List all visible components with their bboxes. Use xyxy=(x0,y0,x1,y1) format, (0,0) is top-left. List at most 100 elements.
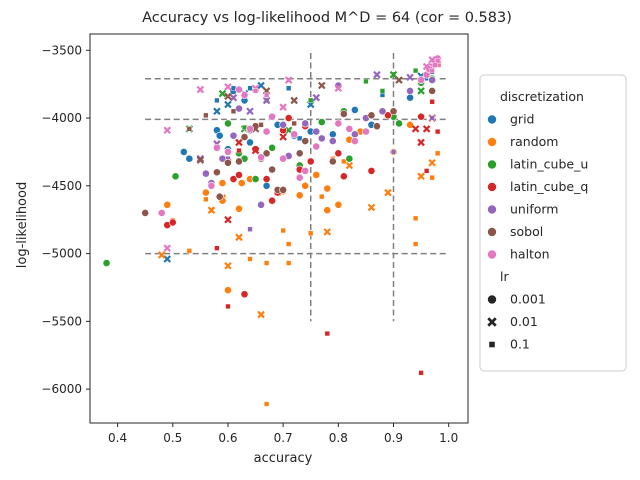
data-point xyxy=(345,124,354,133)
data-point xyxy=(319,194,325,200)
data-point xyxy=(339,110,348,118)
data-point xyxy=(171,172,180,181)
data-point xyxy=(422,62,431,71)
data-point xyxy=(224,148,232,156)
legend-box xyxy=(479,74,627,372)
data-point xyxy=(224,83,232,91)
data-point xyxy=(263,260,270,266)
data-point xyxy=(240,91,249,99)
data-point xyxy=(235,171,243,179)
data-point xyxy=(406,93,414,102)
data-point xyxy=(163,126,172,135)
data-point xyxy=(235,85,243,94)
data-point xyxy=(203,112,209,118)
data-point xyxy=(350,130,359,139)
legend-marker xyxy=(487,227,497,237)
data-point xyxy=(247,226,253,232)
data-point xyxy=(367,166,376,175)
data-point xyxy=(185,154,194,163)
data-point xyxy=(297,135,303,141)
data-point xyxy=(384,111,392,120)
data-point xyxy=(373,122,381,131)
data-point xyxy=(157,251,166,259)
data-point xyxy=(291,120,297,127)
y-tick-label: −4000 xyxy=(41,111,82,125)
data-point xyxy=(317,134,326,143)
data-point xyxy=(290,130,299,139)
data-point xyxy=(306,157,315,166)
data-point xyxy=(179,148,188,156)
x-tick-label: 1.0 xyxy=(439,431,458,445)
data-point xyxy=(323,228,332,236)
legend-marker xyxy=(487,114,497,125)
data-point xyxy=(334,149,343,158)
data-point xyxy=(257,153,265,162)
data-point xyxy=(301,137,310,145)
data-point xyxy=(196,156,205,164)
x-axis: 0.4 0.5 0.6 0.7 0.8 0.9 1.0 xyxy=(108,423,458,445)
data-point xyxy=(207,181,216,190)
data-point xyxy=(328,130,337,139)
data-point xyxy=(201,169,210,178)
data-point xyxy=(350,137,359,145)
y-axis: −6000 −5500 −5000 −4500 −4000 −3500 xyxy=(41,43,90,396)
data-point xyxy=(284,126,293,135)
data-point xyxy=(186,248,192,254)
data-point xyxy=(225,303,231,310)
data-point xyxy=(203,196,209,202)
data-point xyxy=(429,67,435,74)
data-point xyxy=(168,218,177,227)
data-point xyxy=(163,244,172,252)
data-point xyxy=(418,370,424,376)
data-point xyxy=(432,62,438,68)
legend-entry: 0.01 xyxy=(510,314,538,329)
data-point xyxy=(424,168,430,174)
data-point xyxy=(323,184,332,193)
data-point xyxy=(237,179,246,187)
data-point xyxy=(102,259,111,267)
data-point xyxy=(224,158,232,167)
data-point xyxy=(268,196,277,205)
data-point xyxy=(406,73,414,82)
data-point xyxy=(435,150,441,156)
data-point xyxy=(224,119,232,128)
data-point xyxy=(235,138,243,147)
data-point xyxy=(411,125,420,133)
data-point xyxy=(428,87,437,95)
legend-entry: sobol xyxy=(510,224,543,239)
data-point xyxy=(317,118,326,127)
data-point xyxy=(286,260,292,266)
data-point xyxy=(323,206,332,215)
data-point xyxy=(339,172,348,181)
x-tick-label: 0.7 xyxy=(274,431,293,445)
data-point xyxy=(218,89,227,98)
data-point xyxy=(379,88,386,94)
legend-marker xyxy=(487,159,497,170)
y-tick-label: −3500 xyxy=(41,43,82,57)
data-point xyxy=(290,96,298,105)
data-point xyxy=(295,191,304,200)
data-point xyxy=(363,78,369,85)
data-point xyxy=(301,181,310,190)
legend-entry: random xyxy=(510,134,558,149)
data-point xyxy=(235,104,243,113)
legend-marker xyxy=(487,204,497,215)
data-point xyxy=(417,87,425,95)
data-point xyxy=(284,114,293,122)
data-point xyxy=(251,146,260,155)
data-point xyxy=(246,138,254,147)
data-point xyxy=(435,58,441,64)
data-point xyxy=(280,227,286,234)
data-point xyxy=(378,107,387,116)
data-point xyxy=(301,166,310,175)
plot-frame xyxy=(89,33,469,424)
data-point xyxy=(367,111,376,120)
y-tick-label: −6000 xyxy=(41,382,82,396)
data-point xyxy=(224,261,232,270)
data-point xyxy=(395,119,403,128)
data-point xyxy=(224,92,232,101)
data-point xyxy=(236,147,242,154)
data-point xyxy=(324,330,330,337)
data-point xyxy=(312,93,321,102)
